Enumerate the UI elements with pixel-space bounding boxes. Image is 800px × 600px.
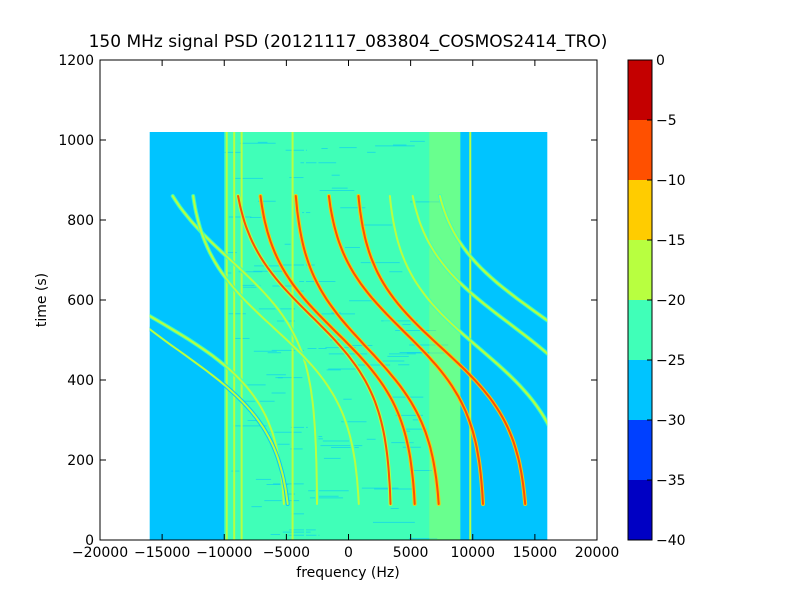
doppler-track (192, 195, 360, 505)
doppler-track (171, 195, 318, 505)
doppler-track (237, 195, 392, 505)
heatmap-hot-band (429, 132, 461, 540)
colorbar-tick-label: −30 (656, 413, 686, 429)
colorbar-band (628, 300, 652, 360)
x-tick-label: 10000 (450, 545, 495, 561)
doppler-track (388, 195, 548, 426)
y-tick-label: 600 (67, 293, 94, 309)
colorbar-band (628, 120, 652, 180)
doppler-track (357, 195, 527, 505)
colorbar-bands (628, 60, 652, 540)
y-tick-label: 400 (67, 373, 94, 389)
y-tick-label: 200 (67, 453, 94, 469)
x-tick-label: 0 (344, 545, 353, 561)
colorbar-tick-label: −20 (656, 293, 686, 309)
doppler-tracks (149, 194, 548, 506)
y-tick-label: 800 (67, 213, 94, 229)
colorbar-band (628, 60, 652, 120)
colorbar-tick-label: −15 (656, 233, 686, 249)
doppler-track (259, 195, 416, 505)
x-tick-label: −10000 (196, 545, 252, 561)
colorbar-tick-label: −35 (656, 473, 686, 489)
colorbar-tick-label: −25 (656, 353, 686, 369)
doppler-track (411, 195, 548, 355)
x-tick-label: 20000 (575, 545, 620, 561)
doppler-track (327, 195, 484, 505)
colorbar-tick-label: −5 (656, 113, 677, 129)
colorbar-tick-label: −10 (656, 173, 686, 189)
y-axis-label: time (s) (34, 273, 50, 327)
doppler-track (294, 195, 440, 505)
colorbar-tick-label: 0 (656, 53, 665, 69)
x-tick-label: −15000 (134, 545, 190, 561)
colorbar: −40 −35 −30 −25 −20 −15 −10 −5 0 (627, 53, 686, 549)
x-tick-label: 15000 (513, 545, 558, 561)
doppler-track (438, 195, 548, 322)
colorbar-band (628, 180, 652, 240)
x-tick-label: −20000 (72, 545, 128, 561)
doppler-track (149, 327, 289, 505)
y-tick-label: 1000 (58, 133, 94, 149)
x-tick-label: −5000 (263, 545, 310, 561)
x-tick-label: 5000 (393, 545, 429, 561)
colorbar-band (628, 360, 652, 420)
colorbar-band (628, 480, 652, 540)
colorbar-tick-label: −40 (656, 533, 686, 549)
x-axis: −20000 −15000 −10000 −5000 0 5000 10000 15000 20… (72, 60, 619, 561)
x-axis-label: frequency (Hz) (296, 565, 399, 581)
colorbar-band (628, 420, 652, 480)
chart-title: 150 MHz signal PSD (20121117_083804_COSM… (89, 32, 608, 52)
y-tick-label: 1200 (58, 53, 94, 69)
y-axis: 0 200 400 600 800 1000 1200 (58, 53, 597, 549)
plot-area (99, 59, 598, 541)
y-tick-label: 0 (85, 533, 94, 549)
heatmap-image (149, 132, 548, 541)
colorbar-ticks: −40 −35 −30 −25 −20 −15 −10 −5 0 (647, 53, 686, 549)
colorbar-band (628, 240, 652, 300)
